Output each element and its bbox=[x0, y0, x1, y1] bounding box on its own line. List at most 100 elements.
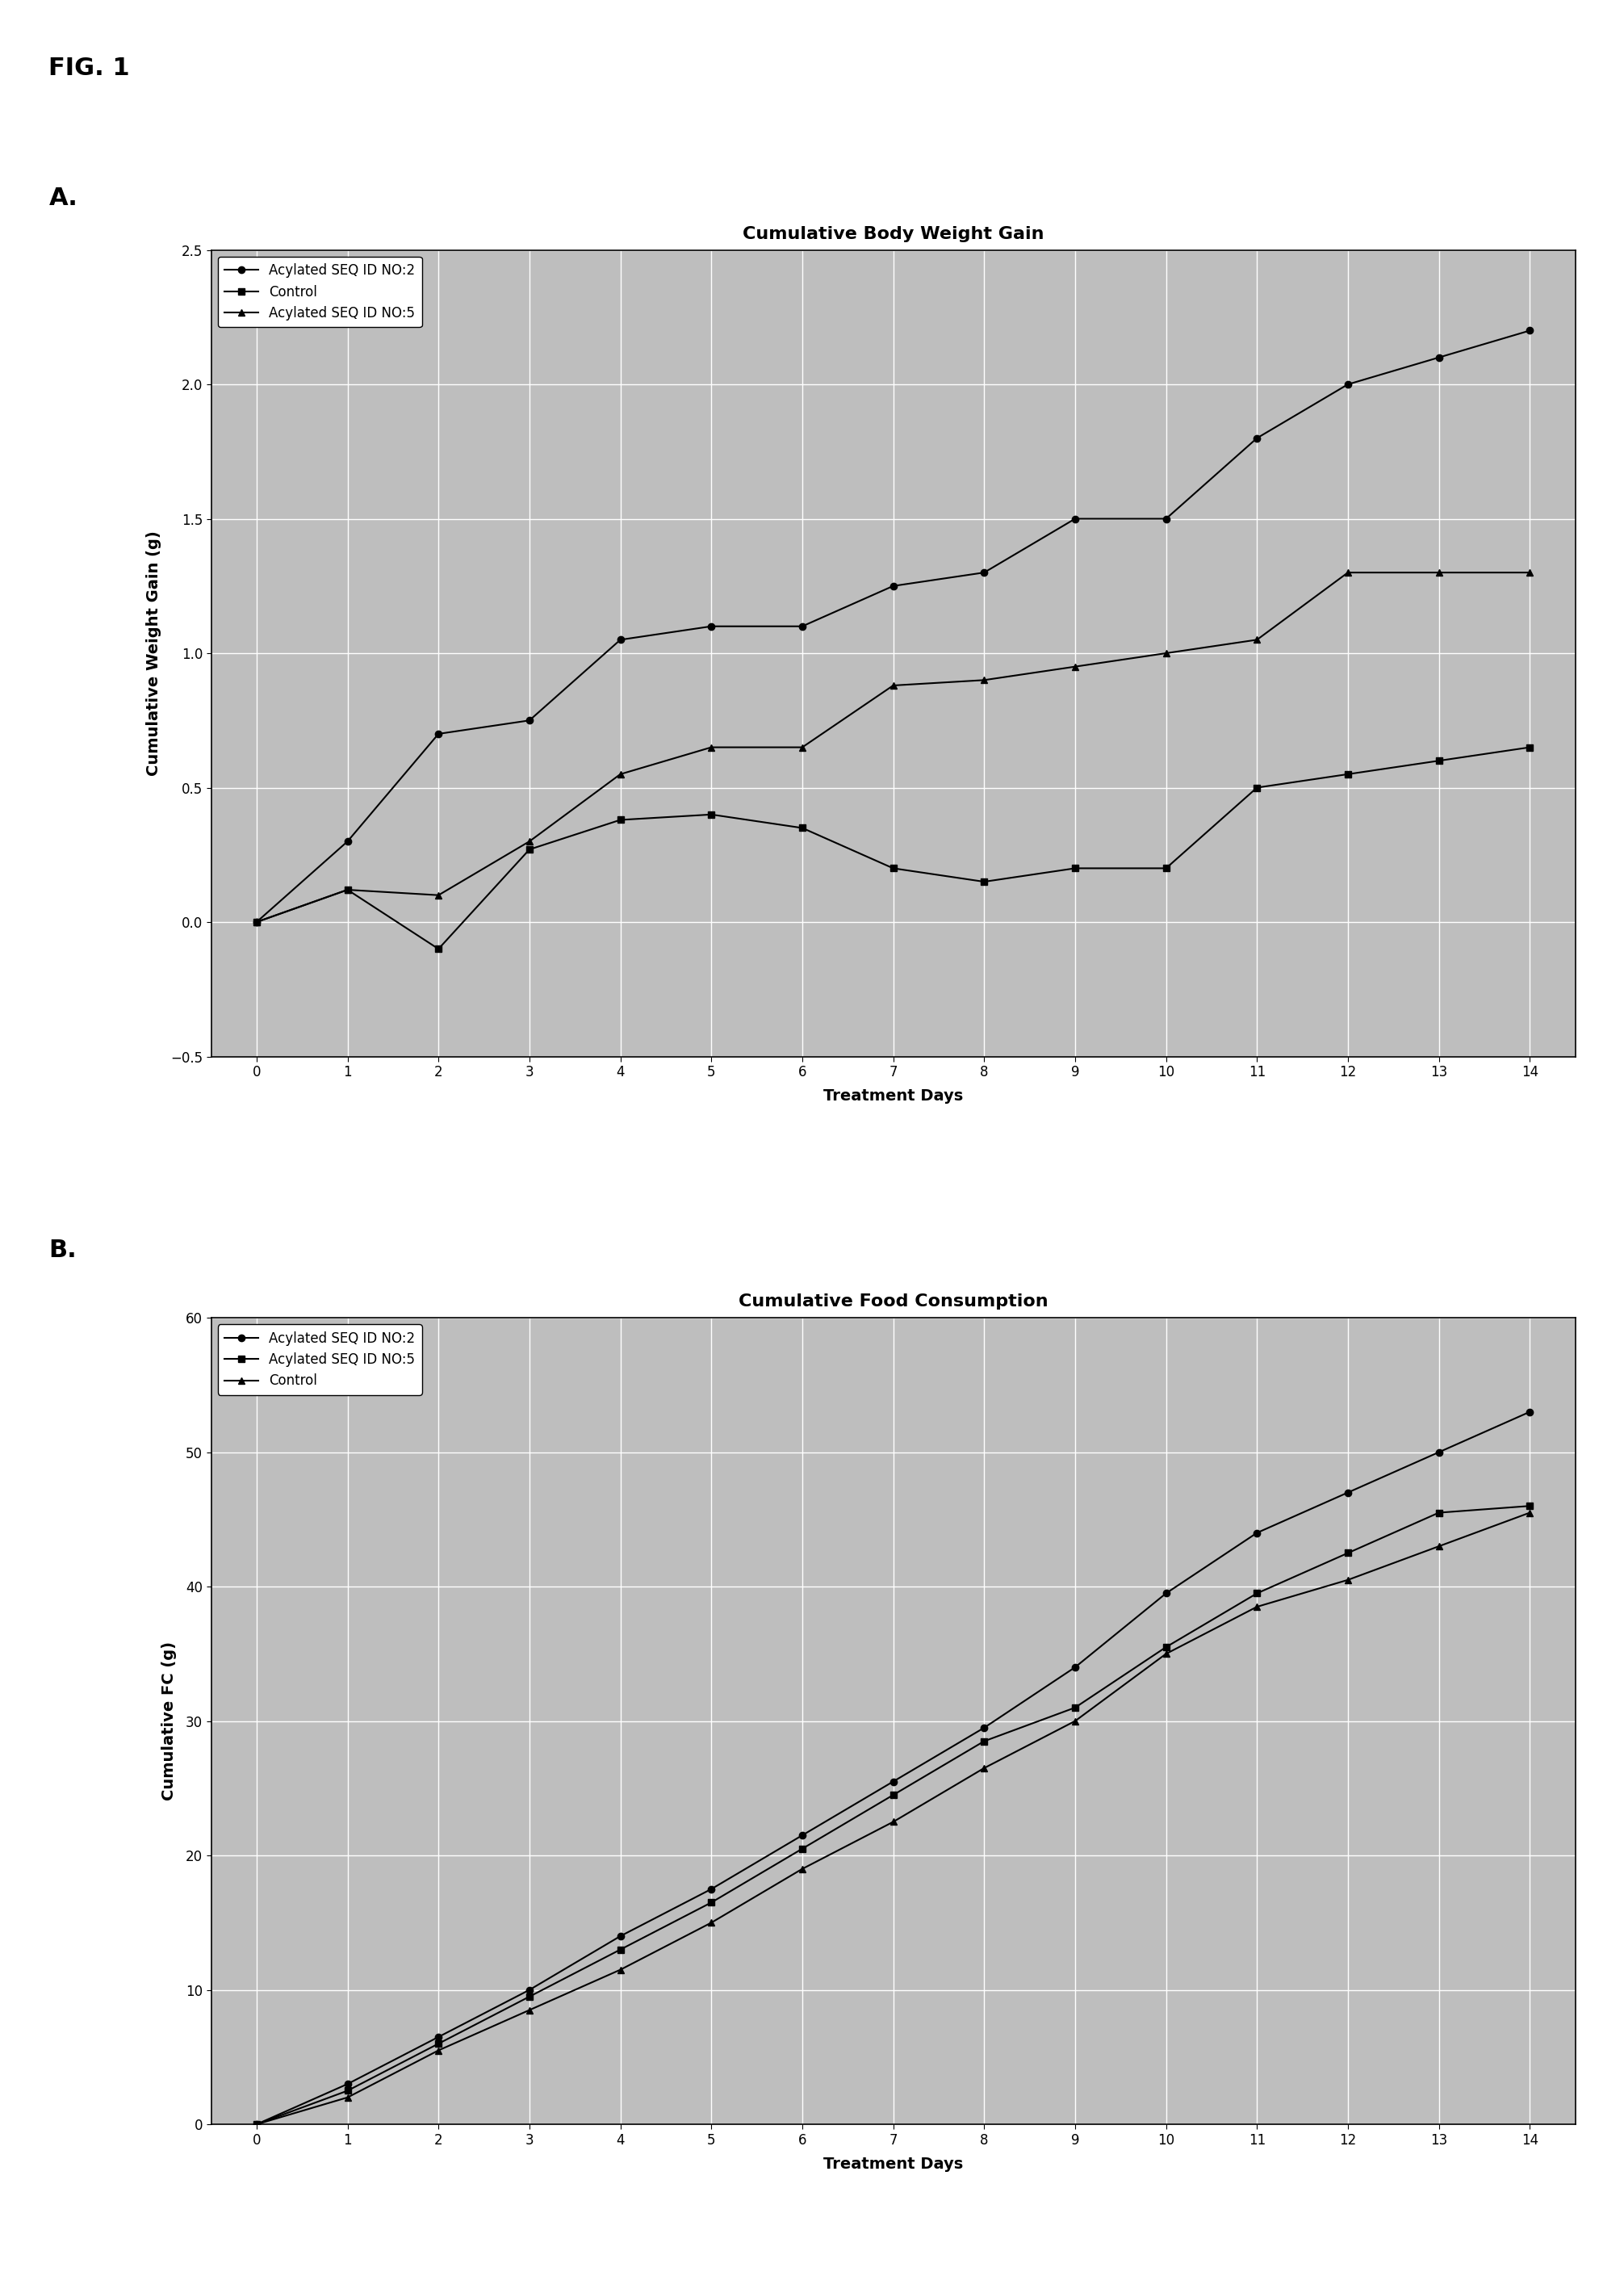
Acylated SEQ ID NO:2 bbox=[1338, 370, 1358, 398]
Acylated SEQ ID NO:2 bbox=[974, 1713, 994, 1740]
Control bbox=[883, 1809, 903, 1836]
Control bbox=[883, 854, 903, 882]
Acylated SEQ ID NO:2 bbox=[429, 720, 448, 747]
Legend: Acylated SEQ ID NO:2, Control, Acylated SEQ ID NO:5: Acylated SEQ ID NO:2, Control, Acylated … bbox=[218, 257, 422, 327]
Acylated SEQ ID NO:2 bbox=[247, 909, 266, 936]
Acylated SEQ ID NO:5 bbox=[1065, 1695, 1085, 1722]
Acylated SEQ ID NO:5 bbox=[247, 909, 266, 936]
Acylated SEQ ID NO:5 bbox=[1247, 1579, 1267, 1606]
Line: Acylated SEQ ID NO:2: Acylated SEQ ID NO:2 bbox=[253, 327, 1533, 925]
Control bbox=[1065, 854, 1085, 882]
Control bbox=[1338, 1565, 1358, 1593]
Acylated SEQ ID NO:5 bbox=[1429, 1500, 1449, 1527]
Control bbox=[1520, 734, 1540, 761]
Control bbox=[1247, 1593, 1267, 1620]
Control bbox=[702, 802, 721, 829]
Acylated SEQ ID NO:2 bbox=[1520, 1397, 1540, 1425]
Control bbox=[702, 1908, 721, 1936]
Control bbox=[520, 1997, 539, 2024]
Acylated SEQ ID NO:2 bbox=[520, 707, 539, 734]
Acylated SEQ ID NO:2 bbox=[1520, 316, 1540, 343]
Acylated SEQ ID NO:2 bbox=[974, 559, 994, 586]
Acylated SEQ ID NO:5 bbox=[429, 2031, 448, 2058]
Acylated SEQ ID NO:2 bbox=[611, 627, 630, 654]
Acylated SEQ ID NO:2 bbox=[338, 2070, 357, 2097]
Control bbox=[1429, 747, 1449, 775]
Acylated SEQ ID NO:2 bbox=[883, 573, 903, 600]
Acylated SEQ ID NO:2 bbox=[1247, 1520, 1267, 1547]
Acylated SEQ ID NO:2 bbox=[1156, 1579, 1176, 1606]
Acylated SEQ ID NO:5 bbox=[793, 734, 812, 761]
Acylated SEQ ID NO:5 bbox=[702, 734, 721, 761]
Control bbox=[1429, 1534, 1449, 1561]
Acylated SEQ ID NO:5 bbox=[1156, 1634, 1176, 1661]
Acylated SEQ ID NO:5 bbox=[974, 666, 994, 693]
Control bbox=[1520, 1500, 1540, 1527]
Acylated SEQ ID NO:5 bbox=[338, 877, 357, 904]
Line: Acylated SEQ ID NO:5: Acylated SEQ ID NO:5 bbox=[253, 570, 1533, 925]
Y-axis label: Cumulative Weight Gain (g): Cumulative Weight Gain (g) bbox=[146, 532, 161, 775]
Acylated SEQ ID NO:2 bbox=[702, 1874, 721, 1902]
Control bbox=[338, 877, 357, 904]
Line: Acylated SEQ ID NO:5: Acylated SEQ ID NO:5 bbox=[253, 1502, 1533, 2127]
Legend: Acylated SEQ ID NO:2, Acylated SEQ ID NO:5, Control: Acylated SEQ ID NO:2, Acylated SEQ ID NO… bbox=[218, 1325, 422, 1395]
Acylated SEQ ID NO:5 bbox=[520, 827, 539, 854]
Acylated SEQ ID NO:5 bbox=[338, 2077, 357, 2104]
Control bbox=[429, 2036, 448, 2063]
Acylated SEQ ID NO:2 bbox=[1247, 425, 1267, 452]
Acylated SEQ ID NO:2 bbox=[611, 1922, 630, 1949]
Acylated SEQ ID NO:5 bbox=[1247, 627, 1267, 654]
Text: B.: B. bbox=[49, 1238, 76, 1261]
Text: FIG. 1: FIG. 1 bbox=[49, 57, 130, 80]
Control bbox=[611, 1956, 630, 1983]
Acylated SEQ ID NO:5 bbox=[1065, 652, 1085, 679]
Acylated SEQ ID NO:2 bbox=[338, 827, 357, 854]
Acylated SEQ ID NO:2 bbox=[1065, 1654, 1085, 1681]
Control bbox=[793, 813, 812, 841]
Control bbox=[1156, 1640, 1176, 1668]
Acylated SEQ ID NO:2 bbox=[1338, 1479, 1358, 1506]
Acylated SEQ ID NO:2 bbox=[793, 613, 812, 641]
Acylated SEQ ID NO:2 bbox=[1156, 504, 1176, 532]
Acylated SEQ ID NO:5 bbox=[974, 1727, 994, 1754]
Acylated SEQ ID NO:5 bbox=[611, 761, 630, 788]
Acylated SEQ ID NO:5 bbox=[1156, 641, 1176, 668]
Control bbox=[247, 2111, 266, 2138]
Line: Control: Control bbox=[253, 1509, 1533, 2127]
Acylated SEQ ID NO:5 bbox=[1338, 559, 1358, 586]
Control bbox=[1065, 1709, 1085, 1736]
Control bbox=[793, 1856, 812, 1883]
Control bbox=[974, 1754, 994, 1781]
Acylated SEQ ID NO:5 bbox=[247, 2111, 266, 2138]
Acylated SEQ ID NO:5 bbox=[793, 1836, 812, 1863]
Acylated SEQ ID NO:5 bbox=[611, 1936, 630, 1963]
Line: Acylated SEQ ID NO:2: Acylated SEQ ID NO:2 bbox=[253, 1409, 1533, 2127]
Acylated SEQ ID NO:5 bbox=[702, 1888, 721, 1915]
Y-axis label: Cumulative FC (g): Cumulative FC (g) bbox=[161, 1640, 177, 1802]
Acylated SEQ ID NO:2 bbox=[1429, 343, 1449, 370]
Control bbox=[1247, 775, 1267, 802]
Acylated SEQ ID NO:5 bbox=[429, 882, 448, 909]
Acylated SEQ ID NO:5 bbox=[1520, 559, 1540, 586]
Acylated SEQ ID NO:5 bbox=[1338, 1540, 1358, 1568]
Control bbox=[247, 909, 266, 936]
Title: Cumulative Body Weight Gain: Cumulative Body Weight Gain bbox=[742, 225, 1044, 241]
Acylated SEQ ID NO:5 bbox=[1520, 1493, 1540, 1520]
Acylated SEQ ID NO:2 bbox=[247, 2111, 266, 2138]
Acylated SEQ ID NO:5 bbox=[520, 1983, 539, 2011]
Acylated SEQ ID NO:2 bbox=[793, 1822, 812, 1849]
Control bbox=[429, 936, 448, 963]
Control bbox=[1156, 854, 1176, 882]
Control bbox=[1338, 761, 1358, 788]
Acylated SEQ ID NO:5 bbox=[883, 1781, 903, 1809]
Acylated SEQ ID NO:2 bbox=[429, 2024, 448, 2052]
Control bbox=[974, 868, 994, 895]
Acylated SEQ ID NO:2 bbox=[520, 1977, 539, 2004]
Acylated SEQ ID NO:2 bbox=[1429, 1438, 1449, 1465]
Text: A.: A. bbox=[49, 186, 78, 209]
Acylated SEQ ID NO:2 bbox=[702, 613, 721, 641]
Control bbox=[611, 807, 630, 834]
Acylated SEQ ID NO:2 bbox=[883, 1768, 903, 1795]
Acylated SEQ ID NO:5 bbox=[883, 673, 903, 700]
Control bbox=[338, 2083, 357, 2111]
